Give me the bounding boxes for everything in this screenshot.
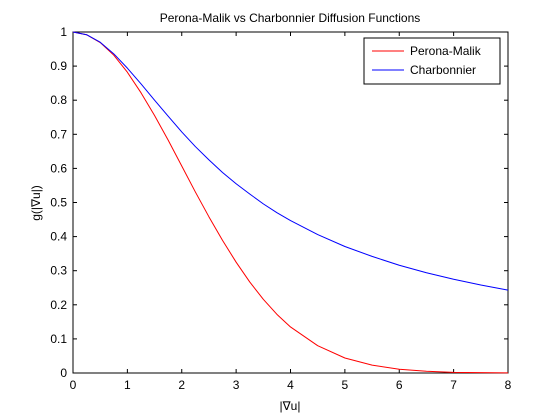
y-tick-label-0: 0 — [60, 366, 67, 380]
y-tick-label-7: 0.7 — [50, 127, 67, 141]
series-line-perona-malik — [72, 31, 509, 374]
y-tick-label-3: 0.3 — [50, 264, 67, 278]
legend: Perona-Malik Charbonnier — [363, 37, 501, 85]
y-tick-label-10: 1 — [60, 25, 67, 39]
chart-title: Perona-Malik vs Charbonnier Diffusion Fu… — [160, 11, 421, 25]
x-axis-label: |∇u| — [280, 399, 301, 413]
legend-label-perona-malik: Perona-Malik — [410, 44, 482, 58]
y-axis-label: g(|∇u|) — [29, 185, 43, 221]
y-tick-label-4: 0.4 — [50, 230, 67, 244]
y-tick-label-5: 0.5 — [50, 196, 67, 210]
x-tick-label-8: 8 — [505, 378, 512, 392]
axis-tick-labels: 0 1 2 3 4 5 6 7 8 0 0.1 0.2 0.3 0.4 0.5 0.6 0.7 0.8 0.9 1 — [50, 25, 511, 392]
x-tick-label-4: 4 — [287, 378, 294, 392]
x-tick-label-7: 7 — [450, 378, 457, 392]
x-tick-label-6: 6 — [396, 378, 403, 392]
legend-box — [363, 37, 501, 85]
y-tick-label-8: 0.8 — [50, 93, 67, 107]
y-tick-label-9: 0.9 — [50, 59, 67, 73]
x-tick-label-2: 2 — [178, 378, 185, 392]
series-line-charbonnier — [72, 31, 509, 291]
legend-label-charbonnier: Charbonnier — [410, 63, 476, 77]
x-tick-label-0: 0 — [70, 378, 77, 392]
y-tick-label-6: 0.6 — [50, 161, 67, 175]
y-tick-label-2: 0.2 — [50, 298, 67, 312]
x-tick-label-1: 1 — [124, 378, 131, 392]
x-tick-label-5: 5 — [342, 378, 349, 392]
y-tick-label-1: 0.1 — [50, 332, 67, 346]
axis-ticks — [72, 31, 509, 374]
series-lines — [72, 31, 509, 374]
x-tick-label-3: 3 — [233, 378, 240, 392]
